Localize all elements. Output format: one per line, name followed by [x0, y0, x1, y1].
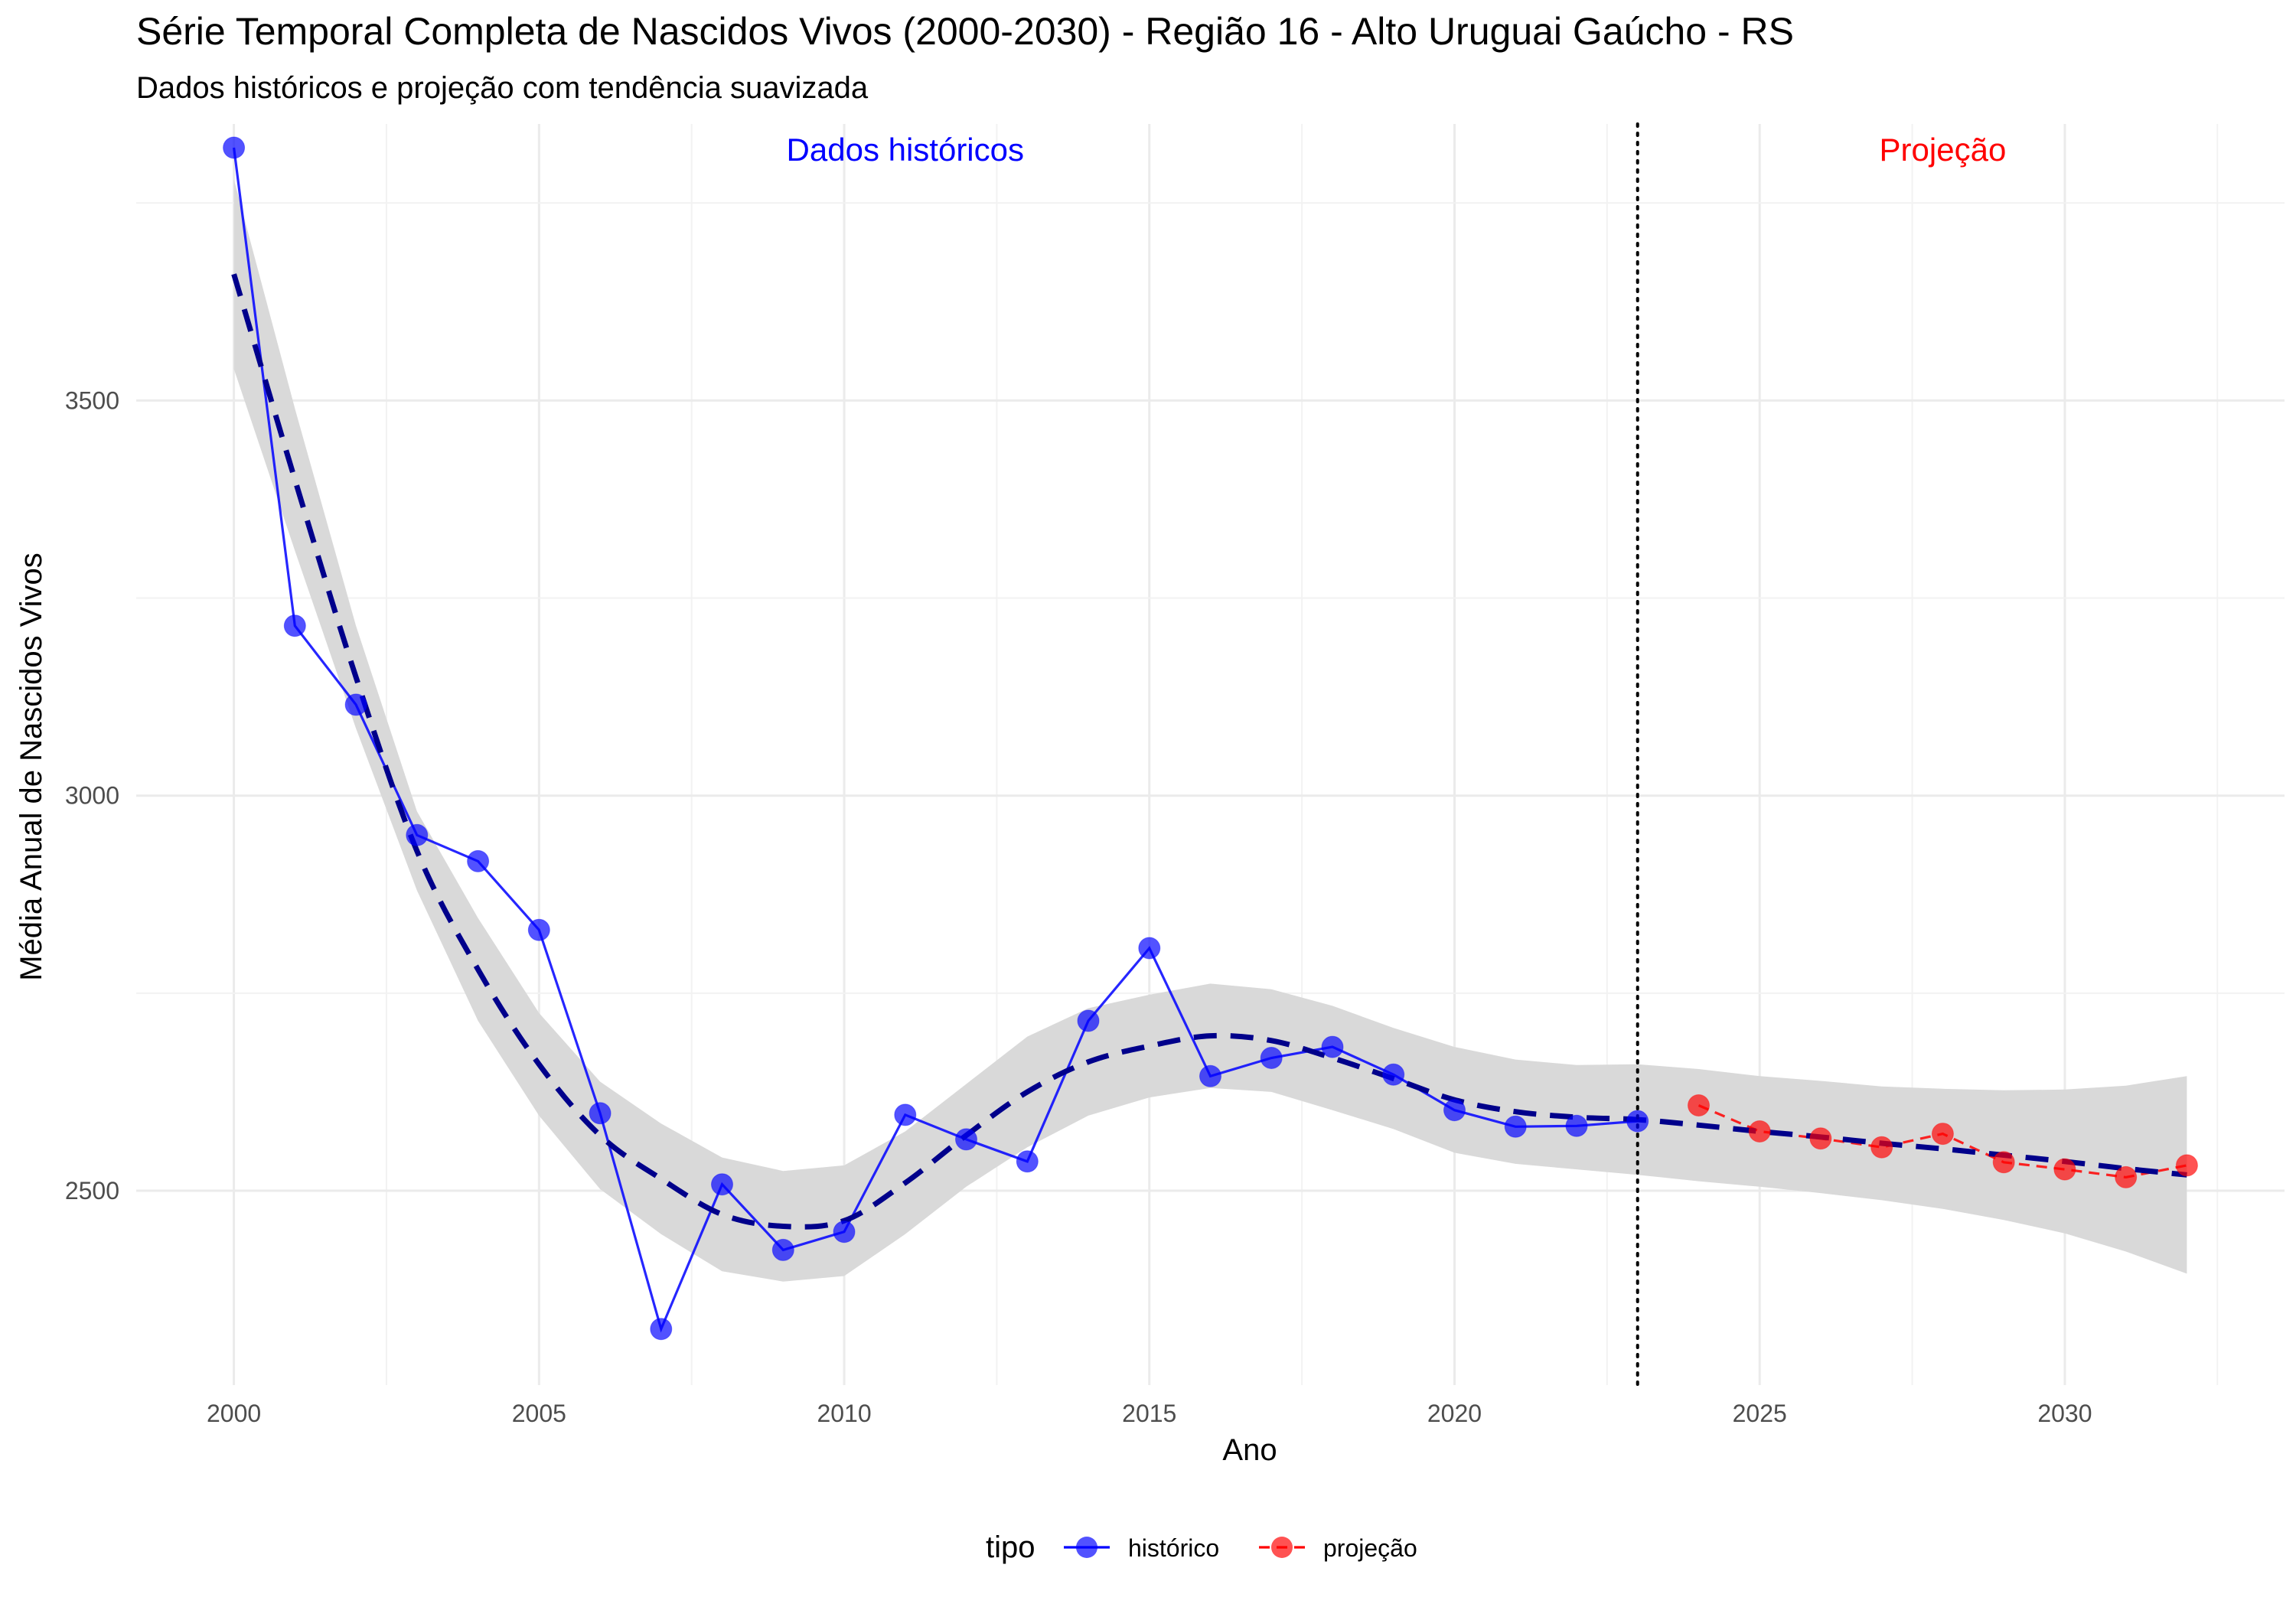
data-point	[2175, 1154, 2198, 1177]
data-point	[1870, 1136, 1893, 1159]
region-annotation: Dados históricos	[787, 132, 1024, 168]
data-point	[223, 136, 246, 159]
y-axis-title: Média Anual de Nascidos Vivos	[15, 553, 48, 981]
confidence-band-layer	[233, 179, 2187, 1282]
x-axis-title: Ano	[1222, 1433, 1277, 1467]
legend-marker	[1271, 1537, 1293, 1558]
data-point	[1565, 1114, 1588, 1137]
legend-entry: projeção	[1259, 1534, 1417, 1562]
data-point	[1809, 1127, 1832, 1150]
x-tick-label: 2030	[2037, 1400, 2092, 1427]
y-tick-label: 3500	[65, 386, 119, 414]
data-point	[650, 1318, 673, 1341]
data-point	[467, 849, 490, 872]
data-point	[1138, 937, 1161, 960]
data-point	[1260, 1047, 1283, 1069]
data-point	[894, 1103, 917, 1126]
data-point	[2115, 1165, 2138, 1188]
x-tick-label: 2000	[207, 1400, 261, 1427]
data-point	[2053, 1158, 2076, 1181]
chart-title: Série Temporal Completa de Nascidos Vivo…	[136, 10, 1794, 53]
data-point	[1382, 1063, 1405, 1086]
confidence-band	[233, 179, 2187, 1282]
points-layer	[223, 136, 2198, 1341]
data-point	[1321, 1035, 1344, 1058]
legend-label: projeção	[1323, 1534, 1417, 1562]
legend-title: tipo	[986, 1530, 1035, 1564]
x-tick-label: 2020	[1427, 1400, 1482, 1427]
x-tick-label: 2015	[1122, 1400, 1176, 1427]
data-point	[344, 693, 367, 716]
data-point	[527, 918, 550, 941]
legend-label: histórico	[1128, 1534, 1219, 1562]
y-tick-label: 2500	[65, 1177, 119, 1204]
data-point	[833, 1221, 856, 1244]
region-annotation: Projeção	[1880, 132, 2007, 168]
data-point	[955, 1128, 977, 1151]
data-point	[1931, 1123, 1954, 1146]
legend: tipo histórico projeção	[986, 1530, 1417, 1564]
tick-labels: 2000 2005 2010 2015 2020 2025 2030 2500 3000 3500	[65, 386, 2092, 1427]
data-point	[1077, 1009, 1100, 1032]
annotation-layer: Dados históricos Projeção	[787, 132, 2007, 168]
data-point	[1626, 1110, 1649, 1133]
series-line-historical	[233, 147, 1638, 1333]
data-point	[1199, 1064, 1221, 1087]
data-point	[1748, 1120, 1771, 1143]
x-tick-label: 2005	[512, 1400, 566, 1427]
data-point	[1016, 1150, 1039, 1173]
data-point	[1688, 1094, 1710, 1116]
data-point	[1443, 1099, 1466, 1122]
x-tick-label: 2010	[817, 1400, 871, 1427]
data-point	[589, 1102, 612, 1125]
data-point	[1504, 1115, 1527, 1138]
data-point	[283, 614, 306, 637]
data-point	[771, 1238, 794, 1261]
legend-marker	[1076, 1537, 1097, 1558]
x-tick-label: 2025	[1733, 1400, 1787, 1427]
data-point	[711, 1173, 733, 1196]
chart-subtitle: Dados históricos e projeção com tendênci…	[136, 71, 869, 105]
data-point	[1992, 1151, 2015, 1174]
grid	[136, 124, 2285, 1385]
data-point	[406, 823, 429, 846]
legend-entry: histórico	[1064, 1534, 1219, 1562]
y-tick-label: 3000	[65, 782, 119, 810]
